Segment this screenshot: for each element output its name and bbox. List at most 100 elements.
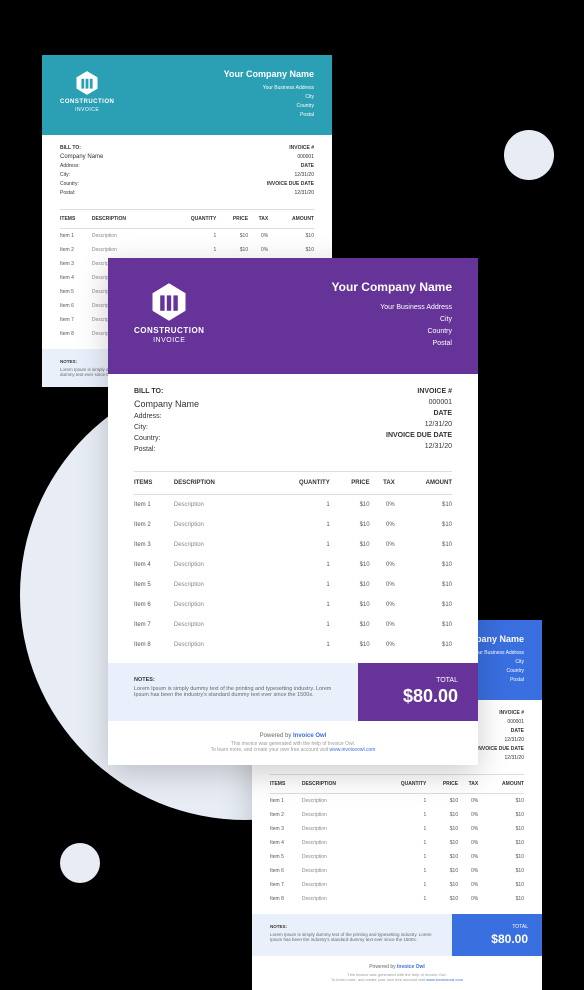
cell-desc: Description [174,515,263,535]
cell-desc: Description [302,892,373,906]
cell-price: $10 [426,836,458,850]
cell-tax: 0% [458,864,478,878]
th-items: ITEMS [270,775,302,794]
cell-desc: Description [174,495,263,516]
bill-to-name: Company Name [60,154,103,160]
total-label: TOTAL [378,677,458,684]
table-row: Item 8Description1$100%$10 [270,892,524,906]
date-value: 12/31/20 [267,172,314,178]
cell-tax: 0% [370,555,395,575]
bill-to: BILL TO: Company Name Address: City: Cou… [60,145,103,199]
cell-item: Item 6 [60,299,92,313]
cell-amount: $10 [395,595,452,615]
cell-desc: Description [174,615,263,635]
cell-amount: $10 [395,615,452,635]
cell-price: $10 [426,808,458,822]
construction-logo-icon [73,69,101,97]
powered-prefix: Powered by [260,733,292,739]
invoice-purple: CONSTRUCTION INVOICE Your Company Name Y… [108,258,478,765]
cell-desc: Description [174,635,263,655]
cell-desc: Description [302,794,373,809]
cell-desc: Description [302,850,373,864]
items-table: ITEMS DESCRIPTION QUANTITY PRICE TAX AMO… [270,774,524,906]
cell-price: $10 [426,794,458,809]
cell-tax: 0% [370,535,395,555]
items-table-wrap: ITEMS DESCRIPTION QUANTITY PRICE TAX AMO… [108,471,478,655]
cell-price: $10 [426,892,458,906]
table-row: Item 2Description1$100%$10 [134,515,452,535]
cell-item: Item 1 [270,794,302,809]
date-value: 12/31/20 [386,421,452,428]
powered-link[interactable]: www.invoiceowl.com [330,747,376,753]
cell-price: $10 [330,635,370,655]
cell-amount: $10 [478,836,524,850]
bill-to-city: City: [134,424,199,431]
cell-amount: $10 [478,892,524,906]
date-value: 12/31/20 [477,737,524,743]
table-row: Item 2Description1$100%$10 [60,243,314,257]
table-row: Item 6Description1$100%$10 [134,595,452,615]
cell-amount: $10 [478,794,524,809]
total-box: TOTAL $80.00 [452,914,542,956]
cell-item: Item 8 [270,892,302,906]
cell-qty: 1 [373,822,426,836]
table-header-row: ITEMS DESCRIPTION QUANTITY PRICE TAX AMO… [60,210,314,229]
cell-price: $10 [330,535,370,555]
cell-item: Item 4 [134,555,174,575]
cell-amount: $10 [395,515,452,535]
due-value: 12/31/20 [267,190,314,196]
total-box: TOTAL $80.00 [358,663,478,721]
company-country: Country [332,328,452,335]
total-amount: $80.00 [466,932,528,946]
table-row: Item 1Description1$100%$10 [134,495,452,516]
invoice-no-label: INVOICE # [477,710,524,716]
cell-qty: 1 [373,794,426,809]
table-row: Item 7Description1$100%$10 [270,878,524,892]
cell-item: Item 2 [270,808,302,822]
cell-price: $10 [426,864,458,878]
table-header-row: ITEMS DESCRIPTION QUANTITY PRICE TAX AMO… [134,472,452,495]
table-row: Item 3Description1$100%$10 [270,822,524,836]
cell-qty: 1 [373,892,426,906]
cell-item: Item 3 [60,257,92,271]
notes-block: NOTES: Lorem Ipsum is simply dummy text … [252,914,452,956]
company-name: Your Company Name [332,280,452,294]
cell-amount: $10 [478,822,524,836]
company-postal: Postal [332,340,452,347]
table-row: Item 7Description1$100%$10 [134,615,452,635]
company-block: Your Company Name Your Business Address … [332,280,452,352]
cell-qty: 1 [373,864,426,878]
cell-price: $10 [330,615,370,635]
bill-to-postal: Postal: [134,446,199,453]
construction-logo-icon [147,280,191,324]
cell-qty: 1 [163,243,216,257]
due-label: INVOICE DUE DATE [386,432,452,439]
total-amount: $80.00 [378,686,458,707]
cell-tax: 0% [248,243,268,257]
powered-prefix: Powered by [369,964,395,970]
cell-qty: 1 [373,836,426,850]
th-tax: TAX [458,775,478,794]
cell-item: Item 3 [134,535,174,555]
invoice-header: CONSTRUCTION INVOICE Your Company Name Y… [42,55,332,135]
company-postal: Postal [224,112,314,118]
th-items: ITEMS [134,472,174,495]
meta-right: INVOICE # 000001 DATE 12/31/20 INVOICE D… [267,145,314,199]
notes-label: NOTES: [134,677,332,683]
powered-line2a: To learn more, and create your own free … [211,747,330,753]
invoice-no: 000001 [386,399,452,406]
th-qty: QUANTITY [373,775,426,794]
cell-qty: 1 [263,595,330,615]
company-country: Country [224,103,314,109]
powered-by: Powered by Invoice Owl This invoice was … [252,956,542,990]
cell-qty: 1 [263,515,330,535]
cell-tax: 0% [458,822,478,836]
cell-item: Item 4 [270,836,302,850]
th-amount: AMOUNT [478,775,524,794]
cell-price: $10 [330,555,370,575]
powered-link[interactable]: www.invoiceowl.com [426,977,463,982]
company-address: Your Business Address [224,85,314,91]
cell-desc: Description [302,864,373,878]
bg-circle-small-bottom [60,843,100,883]
table-row: Item 2Description1$100%$10 [270,808,524,822]
